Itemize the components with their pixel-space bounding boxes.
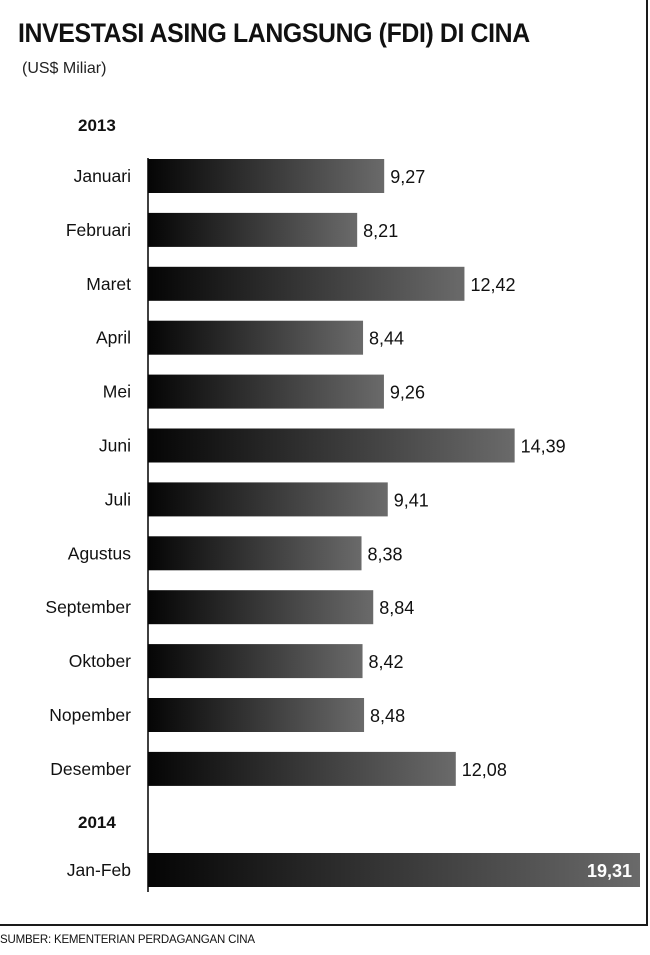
bar — [148, 428, 515, 463]
bar — [148, 159, 385, 193]
bar — [148, 320, 364, 355]
data-label: 8,38 — [368, 544, 403, 564]
year-label: 2013 — [78, 116, 116, 135]
chart-title: INVESTASI ASING LANGSUNG (FDI) DI CINA — [18, 18, 530, 48]
bar — [148, 698, 365, 732]
bar — [148, 374, 384, 409]
data-label: 19,31 — [587, 861, 632, 881]
category-label: Agustus — [68, 543, 131, 563]
bar — [148, 266, 465, 301]
category-label: Maret — [86, 274, 131, 294]
category-label: Desember — [50, 759, 131, 779]
bar-chart: 2013 Januari 9,27 Februari 8,21 Maret 12,42 Apr… — [45, 116, 640, 892]
source-note: SUMBER: KEMENTERIAN PERDAGANGAN CINA — [0, 934, 255, 946]
data-label: 8,21 — [363, 221, 398, 241]
bar — [148, 853, 640, 887]
category-label: Nopember — [49, 705, 131, 725]
category-label: Oktober — [69, 651, 131, 671]
category-label: Jan-Feb — [67, 860, 131, 880]
bar — [148, 536, 362, 571]
bar — [148, 644, 363, 679]
bar — [148, 590, 374, 625]
category-label: September — [45, 597, 131, 617]
data-label: 8,48 — [370, 706, 405, 726]
data-label: 12,08 — [462, 760, 507, 780]
category-label: Juli — [105, 489, 131, 509]
chart-frame — [0, 0, 648, 926]
data-label: 8,84 — [379, 598, 414, 618]
data-label: 8,44 — [369, 329, 404, 349]
category-label: Juni — [99, 436, 131, 456]
category-label: Januari — [74, 166, 131, 186]
category-label: Mei — [103, 382, 131, 402]
chart-subtitle: (US$ Miliar) — [22, 60, 107, 77]
data-label: 8,42 — [369, 652, 404, 672]
year-label: 2014 — [78, 813, 116, 832]
category-label: Februari — [66, 220, 131, 240]
data-label: 9,41 — [394, 490, 429, 510]
bar — [148, 751, 456, 786]
data-label: 12,42 — [470, 275, 515, 295]
category-label: April — [96, 328, 131, 348]
bar — [148, 482, 388, 517]
data-label: 14,39 — [521, 437, 566, 457]
data-label: 9,27 — [390, 167, 425, 187]
bar — [148, 212, 358, 247]
data-label: 9,26 — [390, 383, 425, 403]
